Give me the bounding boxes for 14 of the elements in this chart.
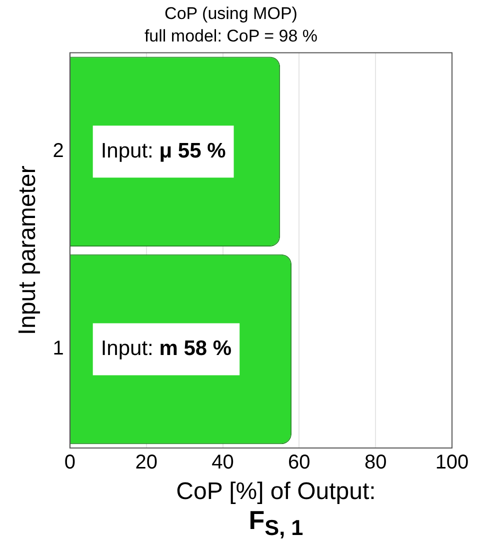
- x-tick-label: 80: [364, 452, 387, 474]
- x-axis-title: CoP [%] of Output: F$_{S, 1}$: [175, 478, 377, 542]
- data-label: Input: μ 55 %: [100, 139, 226, 162]
- x-tick-label: 0: [64, 452, 76, 474]
- y-tick-label: 2: [52, 140, 64, 162]
- x-tick-label: 100: [435, 452, 469, 474]
- chart-title: CoP (using MOP): [164, 4, 298, 23]
- chart-subtitle: full model: CoP = 98 %: [144, 26, 318, 46]
- x-tick-label: 20: [135, 452, 158, 474]
- x-tick-label: 60: [288, 452, 310, 474]
- x-tick-label: 40: [212, 452, 234, 474]
- y-tick-label: 1: [52, 338, 64, 360]
- data-label: Input: m 58 %: [100, 336, 232, 360]
- y-axis-title: Input parameter: [14, 166, 42, 336]
